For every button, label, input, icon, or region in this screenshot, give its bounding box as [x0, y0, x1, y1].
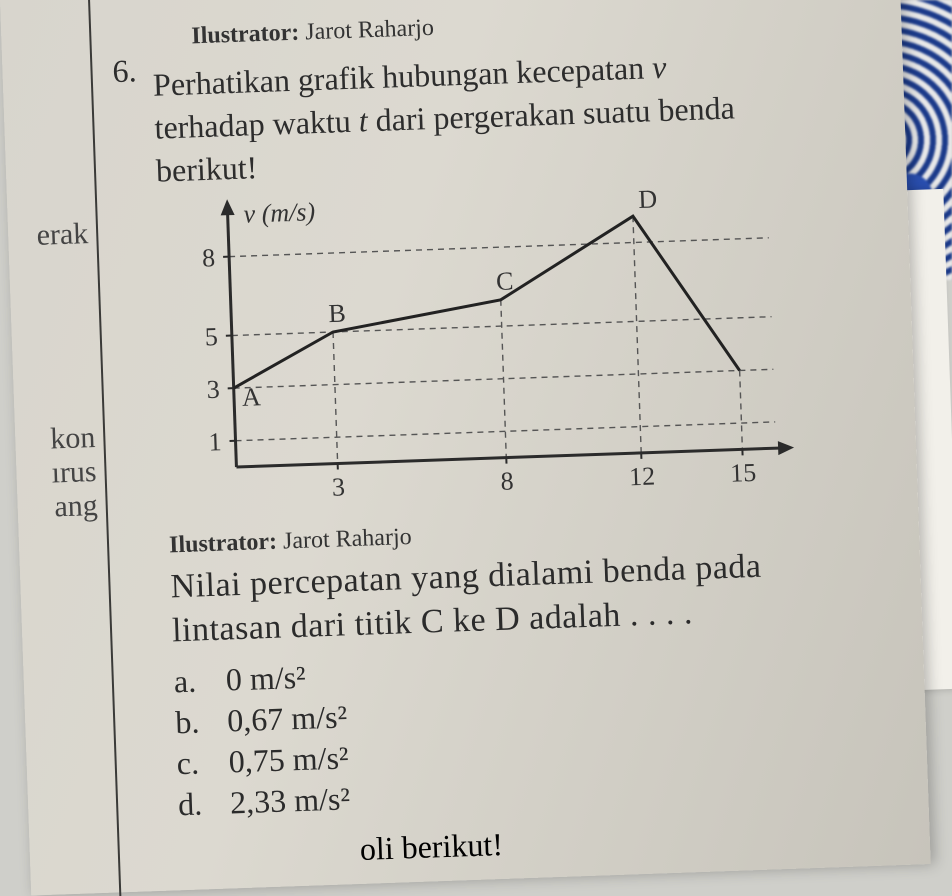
question-number: 6. [112, 52, 137, 90]
symbol-v: v [651, 49, 666, 85]
svg-text:A: A [241, 382, 261, 412]
svg-text:D: D [638, 184, 658, 214]
svg-text:3: 3 [206, 374, 220, 403]
svg-text:8: 8 [500, 466, 514, 495]
option-b-value: 0,67 m/s² [227, 698, 348, 738]
margin-word-3: ırus [16, 455, 97, 492]
illustrator-label: Ilustrator: [191, 20, 300, 50]
illustrator-label-2: Ilustrator: [169, 528, 278, 558]
question-line3: berikut! [155, 150, 257, 190]
illustrator-name-2: Jarot Raharjo [283, 524, 412, 554]
option-a-label: a. [173, 662, 218, 701]
option-c-label: c. [176, 744, 221, 783]
svg-text:12: 12 [629, 461, 656, 491]
svg-text:v (m/s): v (m/s) [243, 197, 315, 228]
question-line2a: terhadap waktu [154, 103, 359, 146]
option-d-value: 2,33 m/s² [230, 780, 351, 820]
svg-text:3: 3 [331, 472, 345, 501]
illustrator-name: Jarot Raharjo [305, 15, 434, 45]
svg-text:8: 8 [202, 243, 216, 272]
option-a-value: 0 m/s² [225, 659, 306, 698]
sub-question-text: Nilai percepatan yang dialami benda pada… [170, 540, 893, 653]
page: erak kon ırus ang d. Ilustrator: Jarot R… [0, 0, 931, 895]
option-d-label: d. [178, 785, 223, 824]
margin-word-2: kon [15, 421, 96, 458]
answer-options: a. 0 m/s² b. 0,67 m/s² c. 0,75 m/s² d. 2… [173, 638, 898, 823]
option-c-value: 0,75 m/s² [228, 739, 349, 779]
svg-text:15: 15 [730, 457, 757, 487]
next-question-fragment: oli berikut! [359, 812, 900, 868]
velocity-time-chart: 1 3 5 8 3 8 12 15 v (m/s) A B C D [157, 174, 888, 524]
question-line2b: dari pergerakan suatu benda [367, 90, 735, 139]
margin-word-4: ang [17, 489, 98, 526]
margin-word-1: erak [8, 217, 89, 254]
question-text: Perhatikan grafik hubungan kecepatan v t… [152, 39, 876, 194]
svg-text:B: B [328, 298, 346, 328]
svg-text:C: C [496, 266, 514, 296]
svg-text:1: 1 [208, 427, 222, 456]
svg-text:5: 5 [204, 322, 218, 351]
prev-option-d: d. [139, 0, 161, 7]
option-b-label: b. [175, 703, 220, 742]
left-margin-column: erak kon ırus ang [0, 0, 123, 896]
